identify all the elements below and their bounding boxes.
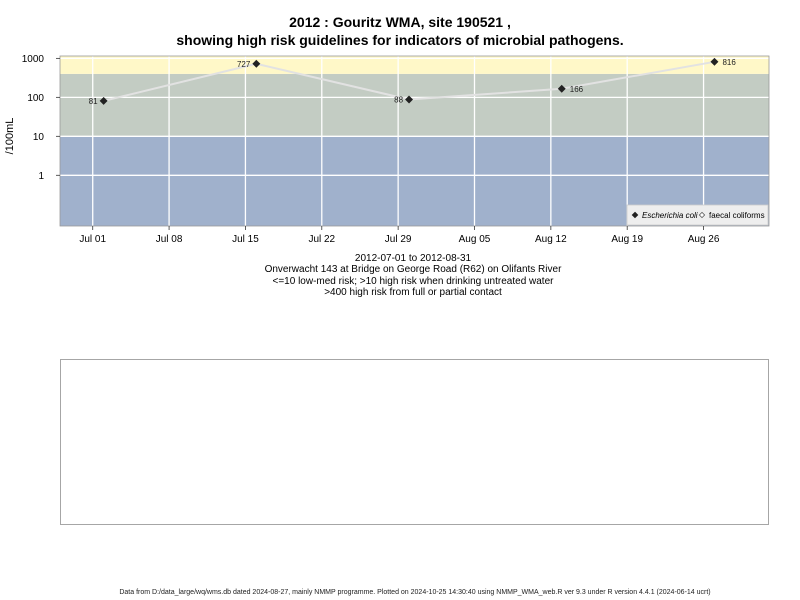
x-tick-label-5: Jul 29 (385, 234, 412, 245)
legend-faecal-marker (698, 211, 706, 219)
data-label-4: 166 (570, 85, 584, 94)
caption-risk-low: <=10 low-med risk; >10 high risk when dr… (272, 276, 554, 287)
y-tick-label-1: 1 (38, 171, 44, 182)
caption-date-range: 2012-07-01 to 2012-08-31 (354, 253, 472, 264)
y-tick-label-4: 1000 (22, 54, 45, 65)
x-tick-label-6: Aug 05 (459, 234, 491, 245)
empty-plot-panel (60, 359, 769, 525)
risk-bands (60, 56, 769, 226)
legend-box (626, 204, 769, 226)
legend: Escherichia coli faecal coliforms (626, 204, 769, 226)
x-tick-label-8: Aug 19 (611, 234, 643, 245)
data-label-3: 88 (394, 96, 403, 105)
plot-frame (59, 55, 770, 227)
data-point-3 (405, 95, 414, 104)
y-tick-label-3: 100 (27, 93, 44, 104)
legend-ecoli-label: Escherichia coli (642, 211, 698, 220)
microbial-risk-chart: 81 727 88 166 816 1 10 100 1000 Jul 01 Jul 08 Jul … (4, 54, 770, 245)
x-tick-label-2: Jul 08 (156, 234, 183, 245)
data-point-5 (710, 57, 719, 66)
x-tick-label-4: Jul 22 (308, 234, 335, 245)
data-point-4 (557, 84, 566, 93)
axes: 1 10 100 1000 Jul 01 Jul 08 Jul 15 Jul 22 Jul 29… (22, 54, 770, 245)
chart-title-line-2: showing high risk guidelines for indicat… (176, 32, 624, 48)
x-tick-label-7: Aug 12 (535, 234, 567, 245)
data-label-2: 727 (237, 60, 251, 69)
data-label-1: 81 (89, 97, 98, 106)
data-point-1 (99, 96, 108, 105)
y-axis-label: /100mL (4, 118, 16, 155)
legend-ecoli-marker (631, 211, 639, 219)
caption-site: Onverwacht 143 at Bridge on George Road … (264, 264, 562, 275)
data-label-5: 816 (722, 58, 736, 67)
y-tick-label-2: 10 (33, 132, 45, 143)
footer-note: Data from D:/data_large/wq/wms.db dated … (119, 589, 711, 596)
x-tick-label-9: Aug 26 (688, 234, 720, 245)
risk-band-2 (60, 73, 769, 137)
caption-risk-high: >400 high risk from full or partial cont… (324, 287, 502, 298)
data-points: 81 727 88 166 816 (89, 58, 737, 106)
data-point-2 (252, 59, 261, 68)
legend-faecal-label: faecal coliforms (709, 211, 765, 220)
x-tick-label-3: Jul 15 (232, 234, 259, 245)
x-tick-label-1: Jul 01 (79, 234, 106, 245)
chart-title-line-1: 2012 : Gouritz WMA, site 190521 , (289, 14, 511, 30)
grid-lines (60, 56, 769, 226)
